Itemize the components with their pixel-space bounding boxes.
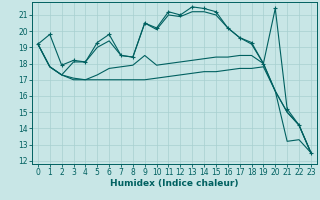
X-axis label: Humidex (Indice chaleur): Humidex (Indice chaleur) [110,179,239,188]
